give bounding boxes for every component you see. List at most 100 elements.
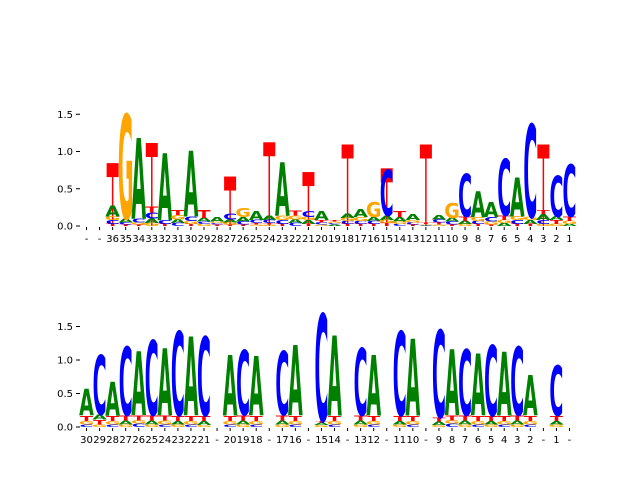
logo-letter-G: G [248,224,264,226]
x-tick-label: 24 [263,234,276,245]
logo-letter-G: G [157,420,173,426]
logo-letter-T: T [537,210,551,216]
stem-marker [302,172,315,187]
logo-letter-T: T [328,415,341,423]
x-tick-label: 1 [566,234,572,245]
logo-letter-A: A [210,216,225,223]
x-tick-label: 7 [462,435,468,446]
logo-letter-C: C [549,352,563,432]
logo-letter-T: T [106,415,119,423]
x-tick-label: 11 [393,435,406,446]
stem-marker [419,144,432,159]
logo-letter-T: T [354,223,368,227]
logo-letter-G: G [327,221,343,223]
logo-letter-G: G [470,216,486,222]
x-tick-label: 35 [119,234,132,245]
logo-letter-T: T [302,223,316,227]
logo-letter-C: C [119,328,133,437]
logo-letter-A: A [144,420,159,426]
logo-letter-C: C [393,223,407,227]
logo-letter-T: T [419,222,433,224]
y-tick-label: 1.5 [57,322,73,333]
logo-letter-A: A [118,218,133,224]
logo-letter-C: C [367,220,381,225]
logo-letter-T: T [432,417,446,423]
logo-letter-T: T [367,415,380,423]
x-tick-label: 13 [354,435,367,446]
logo-letter-C: C [484,328,498,439]
x-tick-label: 26 [132,435,145,446]
logo-letter-G: G [235,206,251,221]
logo-letter-A: A [392,216,407,223]
x-tick-label: 11 [433,234,446,245]
logo-letter-C: C [106,219,120,225]
logo-letter-C: C [236,335,250,437]
logo-panel-top: 0.00.51.01.5TCGATCAGTGCAGACTTCACAGTTGCAG… [57,87,577,254]
logo-letter-G: G [431,425,447,428]
logo-letter-A: A [366,216,381,222]
logo-letter-G: G [509,216,525,222]
logo-letter-A: A [249,341,264,435]
logo-letter-C: C [510,328,524,437]
x-tick-label: 24 [158,435,171,446]
logo-letter-T: T [485,224,499,226]
logo-letter-A: A [484,420,499,425]
logo-letter-G: G [405,220,421,224]
logo-letter-G: G [431,224,447,226]
logo-letter-G: G [523,420,539,425]
stem-marker [145,143,158,158]
logo-letter-C: C [184,424,198,428]
logo-letter-T: T [132,224,146,226]
logo-letter-A: A [171,219,186,225]
logo-letter-T: T [511,414,524,422]
logo-letter-C: C [484,216,498,223]
logo-letter-A: A [353,420,368,426]
logo-letter-A: A [144,218,159,225]
x-tick-label: 4 [501,435,507,446]
x-tick-label: 29 [93,435,106,446]
logo-letter-A: A [118,420,133,426]
x-tick-label: - [215,435,219,446]
logo-letter-A: A [562,223,577,227]
logo-letter-T: T [341,223,355,227]
logo-letter-G: G [314,425,330,428]
logo-letter-C: C [288,222,302,227]
logo-letter-T: T [237,414,250,422]
logo-letter-T: T [498,215,511,222]
logo-letter-G: G [288,215,304,221]
logo-letter-C: C [523,424,537,428]
logo-letter-A: A [275,420,290,426]
logo-letter-A: A [458,220,473,225]
logo-letter-T: T [224,415,237,423]
logo-letter-G: G [444,420,460,425]
x-tick-label: 10 [446,234,459,245]
logo-letter-T: T [446,224,460,226]
y-tick-label: 0.5 [57,389,73,400]
logo-letter-T: T [250,223,264,225]
logo-letter-T: T [563,216,576,223]
x-tick-label: 12 [367,435,380,446]
logo-letter-A: A [262,215,277,222]
logo-letter-A: A [79,382,94,425]
logo-letter-C: C [145,211,159,220]
logo-letter-T: T [184,223,198,227]
logo-letter-T: T [367,223,381,227]
x-tick-label: 14 [328,435,341,446]
logo-letter-G: G [275,215,291,222]
x-tick-label: - [267,435,271,446]
logo-letter-G: G [275,424,291,428]
x-tick-label: 21 [198,435,211,446]
logo-letter-A: A [445,333,460,437]
logo-letter-A: A [445,217,460,223]
logo-letter-C: C [249,219,263,224]
logo-letter-C: C [262,219,276,224]
x-tick-label: 22 [289,234,302,245]
logo-letter-T: T [80,415,93,423]
x-tick-label: 18 [250,435,263,446]
logo-letter-G: G [366,420,382,425]
logo-letter-A: A [471,338,486,436]
logo-letter-T: T [354,414,367,422]
logo-letter-A: A [510,168,525,229]
logo-letter-C: C [314,222,328,226]
